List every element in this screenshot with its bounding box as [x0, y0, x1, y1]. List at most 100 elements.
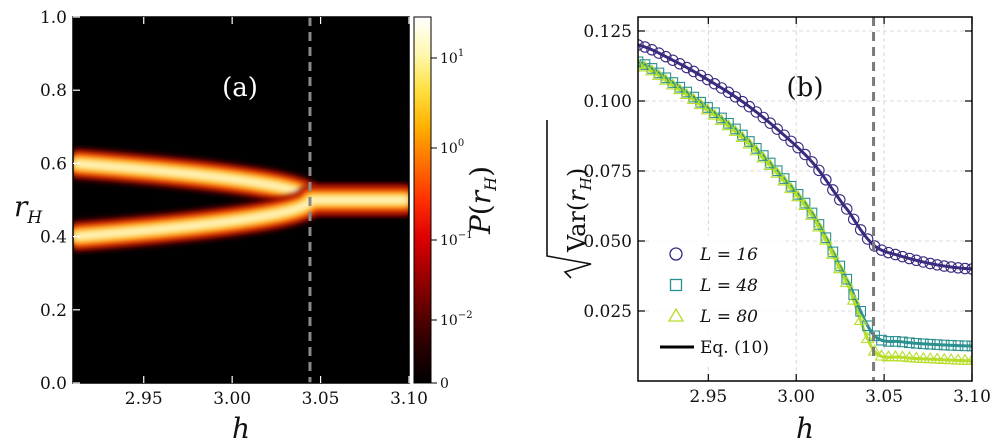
data-point-square	[883, 336, 894, 347]
panel-b-frame	[637, 16, 973, 382]
data-point-circle	[820, 174, 832, 186]
y-tick-label: 0.4	[40, 228, 67, 248]
data-point-circle	[667, 54, 679, 66]
data-point-circle	[764, 117, 776, 129]
data-point-square	[897, 336, 908, 348]
panel-a-y-ticks: 0.0 0.2 0.4 0.6 0.8 1.0	[40, 8, 80, 394]
data-point-circle	[827, 184, 839, 196]
data-point-circle	[680, 61, 693, 74]
data-point-circle	[778, 129, 790, 141]
x-tick-label: 3.00	[777, 387, 815, 407]
data-point-square	[931, 339, 943, 350]
data-point-triangle	[721, 119, 736, 131]
data-point-triangle	[714, 113, 729, 125]
data-point-triangle	[804, 208, 819, 220]
data-point-triangle	[742, 137, 757, 149]
data-point-square	[841, 273, 853, 285]
y-tick-label: 0.125	[583, 22, 632, 42]
sqrt-symbol	[546, 120, 592, 279]
data-point-circle	[813, 164, 825, 177]
fit-curve-1	[638, 43, 972, 271]
data-point-circle	[875, 244, 888, 256]
data-point-square	[952, 340, 964, 351]
panel-a-xlabel: h	[232, 412, 250, 445]
data-point-triangle	[700, 103, 715, 115]
legend-marker-triangle	[667, 307, 685, 322]
fit-curves	[638, 43, 972, 363]
data-point-circle	[861, 233, 874, 245]
branch-lower-layer	[73, 197, 409, 240]
panel-b: 2.95 3.00 3.05 3.10 0.025 0.050 0.075 0.100 0.1…	[546, 16, 991, 445]
legend-label: L = 48	[699, 276, 758, 296]
legend-label: L = 80	[699, 307, 758, 327]
data-point-square	[848, 289, 860, 301]
panel-b-y-ticks: 0.025 0.050 0.075 0.100 0.125	[583, 22, 972, 322]
colorbar: 101 100 10−1 10−2 0 P(rH)	[413, 16, 500, 392]
data-point-triangle	[909, 351, 924, 363]
colorbar-label: P(rH)	[464, 166, 500, 235]
data-point-circle	[917, 256, 930, 268]
y-tick-label: 0.025	[583, 302, 632, 322]
data-point-triangle	[888, 350, 903, 362]
legend-box	[650, 236, 786, 364]
legend-label: L = 16	[699, 245, 758, 265]
data-point-circle	[931, 259, 943, 271]
data-point-triangle	[735, 130, 750, 142]
data-point-triangle	[728, 124, 743, 136]
data-point-triangle	[916, 351, 931, 364]
legend-marker-circle	[669, 247, 683, 261]
data-point-circle	[959, 262, 971, 275]
x-tick-label: 3.05	[302, 389, 340, 409]
data-point-triangle	[693, 97, 708, 110]
y-tick-label: 1.0	[40, 8, 67, 28]
heatmap-branches	[73, 148, 409, 252]
data-point-triangle	[902, 350, 917, 363]
data-point-circle	[694, 69, 707, 82]
data-point-triangle	[958, 353, 972, 365]
data-point-circle	[806, 156, 818, 168]
data-point-square	[876, 334, 887, 346]
data-point-circle	[924, 257, 936, 270]
x-tick-label: 3.10	[390, 389, 428, 409]
data-point-square	[855, 305, 867, 317]
data-point-triangle	[951, 353, 966, 365]
data-point-circle	[868, 240, 881, 252]
data-point-square	[924, 338, 936, 350]
y-tick-label: 0.050	[583, 232, 632, 252]
data-point-triangle	[784, 181, 799, 194]
panel-b-ylabel-text: Var(rH)	[563, 168, 595, 253]
legend-marker-square	[669, 278, 683, 292]
data-point-circle	[882, 246, 895, 259]
data-point-circle	[673, 58, 686, 70]
data-point-square	[966, 340, 972, 352]
fit-curve-3	[638, 63, 972, 363]
data-point-circle	[834, 194, 846, 206]
data-markers	[638, 39, 972, 365]
data-point-circle	[750, 106, 763, 118]
fit-curve-2	[638, 60, 972, 348]
y-tick-label: 0.6	[40, 154, 67, 174]
data-point-triangle	[923, 352, 938, 364]
data-point-triangle	[638, 57, 645, 69]
x-tick-label: 3.05	[865, 387, 903, 407]
data-point-triangle	[860, 331, 875, 344]
data-point-circle	[646, 44, 658, 56]
data-point-circle	[757, 111, 769, 124]
x-tick-label: 3.10	[953, 387, 991, 407]
legend: L = 16 L = 48 L = 80 Eq. (10)	[650, 236, 786, 364]
data-point-square	[764, 157, 776, 169]
data-point-square	[827, 246, 839, 258]
data-point-circle	[903, 252, 916, 265]
data-point-circle	[938, 260, 950, 272]
data-point-triangle	[770, 166, 785, 178]
data-point-square	[771, 165, 783, 177]
data-point-triangle	[965, 353, 972, 365]
panel-b-ylabel: Var(rH)	[546, 120, 595, 279]
data-point-square	[806, 207, 818, 219]
data-point-circle	[701, 73, 714, 86]
data-point-triangle	[658, 73, 673, 85]
data-point-triangle	[756, 151, 771, 163]
data-point-circle	[952, 262, 964, 274]
x-tick-label: 3.00	[213, 389, 251, 409]
data-point-circle	[847, 213, 860, 226]
